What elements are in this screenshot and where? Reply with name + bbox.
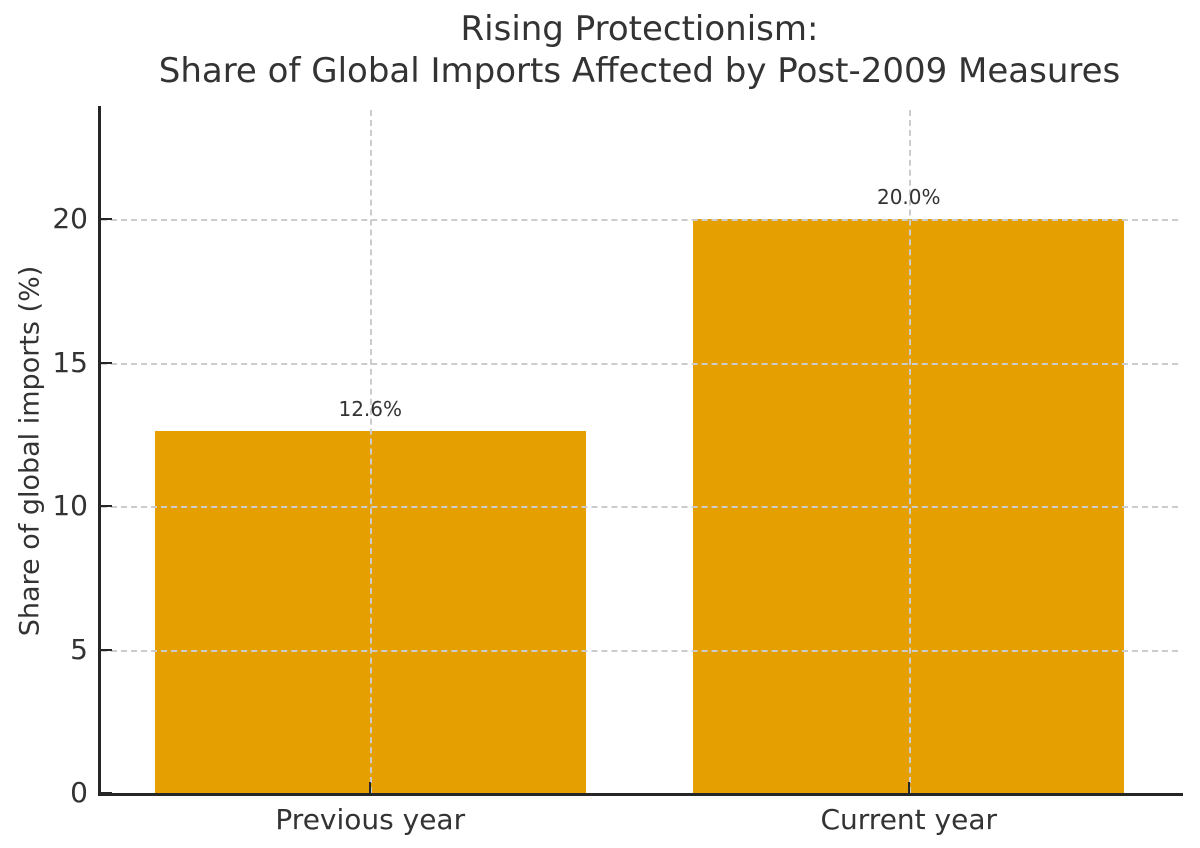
y-axis-spine bbox=[98, 106, 101, 796]
y-tick-label: 15 bbox=[52, 345, 88, 379]
x-tick-mark bbox=[369, 782, 372, 793]
y-tick-mark bbox=[101, 505, 112, 508]
chart-title: Rising Protectionism: Share of Global Im… bbox=[101, 8, 1178, 92]
bar-value-label: 20.0% bbox=[876, 185, 941, 210]
y-gridline bbox=[101, 219, 1178, 222]
bar-previous-year bbox=[154, 431, 586, 793]
chart-title-line2: Share of Global Imports Affected by Post… bbox=[158, 51, 1121, 91]
x-gridline bbox=[370, 110, 373, 793]
y-tick-mark bbox=[101, 648, 112, 651]
y-gridline bbox=[101, 362, 1178, 365]
y-tick-label: 5 bbox=[70, 632, 88, 666]
y-tick-label: 20 bbox=[52, 202, 88, 236]
plot-area: 12.6% 20.0% bbox=[101, 110, 1178, 794]
x-axis-spine bbox=[98, 793, 1183, 796]
y-gridline bbox=[101, 506, 1178, 509]
y-gridline bbox=[101, 649, 1178, 652]
x-tick-mark bbox=[907, 782, 910, 793]
x-tick-label: Current year bbox=[820, 803, 998, 836]
chart-title-line1: Rising Protectionism: bbox=[460, 9, 819, 49]
y-tick-label: 10 bbox=[52, 489, 88, 523]
x-tick-label: Previous year bbox=[275, 803, 466, 836]
y-tick-label: 0 bbox=[70, 776, 88, 809]
bar-value-label: 12.6% bbox=[338, 397, 403, 422]
y-tick-mark bbox=[101, 361, 112, 364]
y-tick-mark bbox=[101, 218, 112, 221]
y-tick-mark bbox=[101, 792, 112, 794]
x-gridline bbox=[908, 110, 911, 793]
y-axis-label: Share of global imports (%) bbox=[14, 265, 46, 637]
